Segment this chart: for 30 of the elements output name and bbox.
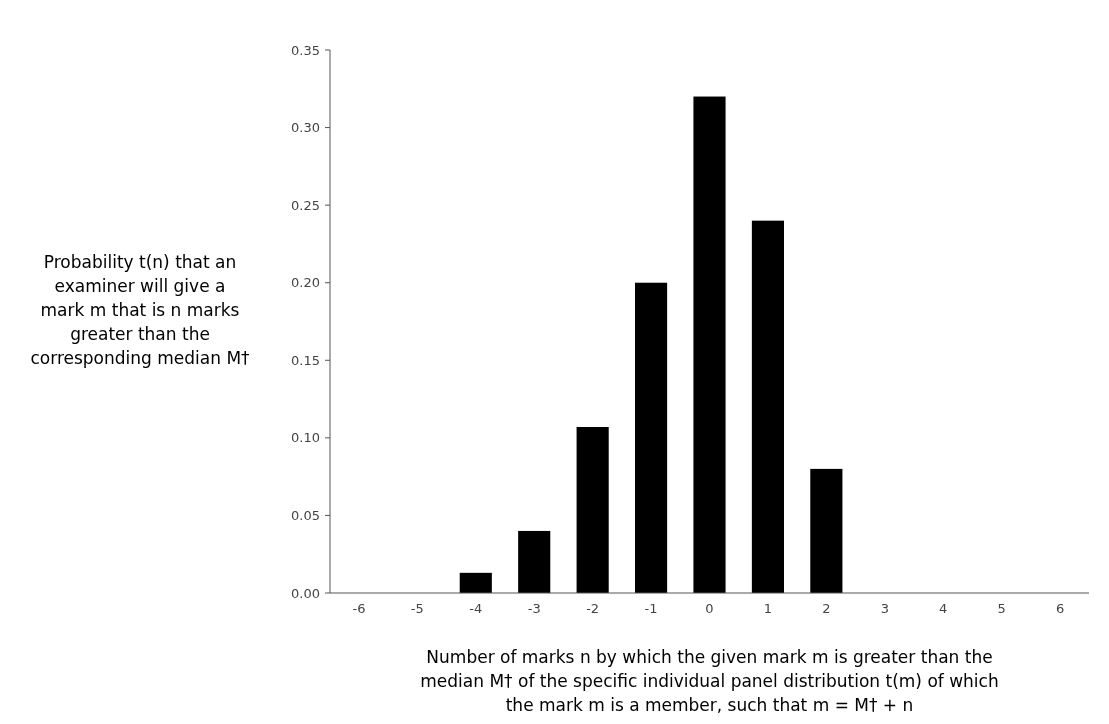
x-tick-label: 0 <box>705 601 714 616</box>
x-tick-label: -3 <box>527 601 541 616</box>
x-tick-label: -5 <box>410 601 424 616</box>
x-axis-title: Number of marks n by which the given mark m is greater than the median M† of the specific individual panel distribution t(m) of which the mark m is a member, such that m = M† + n <box>420 647 999 715</box>
x-tick-label: 5 <box>997 601 1006 616</box>
x-tick-label: -4 <box>469 601 483 616</box>
y-tick-label: 0.25 <box>291 197 320 213</box>
bar <box>693 96 726 593</box>
bar <box>810 468 843 593</box>
x-tick-label: 1 <box>763 601 773 616</box>
y-tick-label: 0.35 <box>291 42 320 58</box>
x-tick-label: -6 <box>352 601 366 616</box>
y-axis-title: Probability t(n) that an examiner will give a mark m that is n marks greater than the corresponding median M† <box>30 252 251 368</box>
bar <box>518 530 551 593</box>
bar <box>576 427 609 593</box>
y-tick-label: 0.15 <box>291 352 320 368</box>
bar <box>459 572 492 593</box>
x-tick-label: -1 <box>644 601 658 616</box>
y-tick-label: 0.30 <box>291 120 320 136</box>
y-tick-label: 0.10 <box>291 430 320 446</box>
x-tick-label: 4 <box>939 601 948 616</box>
y-tick-label: 0.20 <box>291 275 320 291</box>
x-tick-label: 2 <box>822 601 831 616</box>
y-tick-label: 0.05 <box>291 507 320 523</box>
x-tick-label: 6 <box>1055 601 1065 616</box>
bar <box>635 282 668 593</box>
x-tick-label: -2 <box>586 601 600 616</box>
bar <box>751 220 784 593</box>
y-tick-label: 0.00 <box>291 585 320 601</box>
x-tick-label: 3 <box>880 601 889 616</box>
